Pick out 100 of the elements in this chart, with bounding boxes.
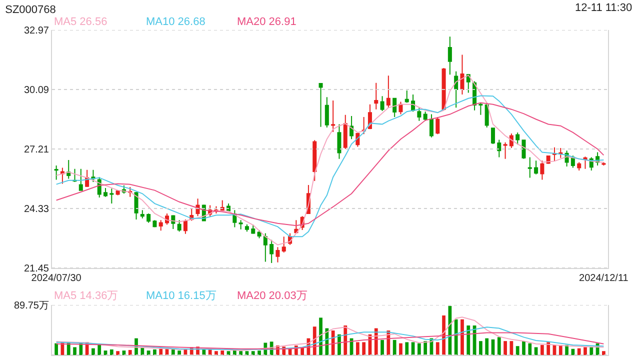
- bar: [577, 348, 581, 355]
- candlestick: [251, 224, 256, 234]
- candlestick: [454, 70, 458, 108]
- candlestick: [540, 160, 544, 180]
- candlestick: [282, 236, 286, 254]
- text: MA5 26.56: [54, 16, 108, 28]
- candlestick: [183, 218, 188, 234]
- bar: [602, 351, 606, 355]
- candlestick: [331, 100, 336, 133]
- bar: [116, 351, 120, 355]
- text: MA20 20.03万: [237, 290, 308, 302]
- candlestick: [522, 139, 526, 160]
- candlestick: [436, 116, 440, 135]
- bar: [485, 338, 489, 355]
- candlestick: [54, 165, 58, 180]
- bar: [460, 319, 464, 355]
- candlestick: [324, 96, 329, 128]
- candlestick: [134, 191, 138, 220]
- text: MA10 16.15万: [146, 290, 216, 302]
- y-tick-label: 21.45: [24, 264, 50, 274]
- candlestick: [158, 220, 163, 232]
- text: MA5 14.36万: [54, 290, 118, 302]
- candlestick: [177, 220, 182, 232]
- bar: [98, 344, 102, 355]
- candlestick: [110, 188, 114, 204]
- bar: [558, 344, 562, 355]
- candlestick: [152, 220, 157, 228]
- candlestick: [392, 97, 397, 118]
- bar: [584, 347, 587, 355]
- candlestick: [423, 111, 428, 122]
- bar: [448, 306, 452, 355]
- candlestick: [66, 159, 71, 180]
- bar: [516, 346, 520, 355]
- candlestick: [146, 212, 151, 224]
- bar: [73, 347, 76, 355]
- bar: [300, 348, 304, 355]
- candlestick: [417, 107, 422, 122]
- candlestick: [60, 167, 64, 184]
- bar: [79, 343, 83, 355]
- candlestick: [577, 162, 582, 171]
- candlestick: [238, 220, 243, 230]
- bar: [405, 342, 409, 355]
- bar: [392, 340, 396, 355]
- y-tick-label: 32.97: [24, 26, 50, 36]
- candlestick: [350, 115, 354, 140]
- bar: [159, 348, 163, 355]
- candlestick: [484, 102, 489, 128]
- candlestick: [497, 139, 502, 158]
- candlestick: [516, 132, 520, 146]
- candlestick: [140, 210, 144, 219]
- candlestick: [442, 68, 446, 111]
- x-tick-label: 2024/12/11: [579, 273, 629, 284]
- candlestick: [220, 200, 224, 212]
- candlestick: [78, 168, 83, 191]
- bar: [239, 351, 243, 355]
- candlestick: [398, 101, 403, 115]
- candlestick: [460, 54, 464, 95]
- bar: [153, 349, 156, 355]
- candlestick: [196, 198, 200, 217]
- bar: [590, 347, 594, 355]
- candlestick: [552, 146, 556, 162]
- candlestick: [104, 188, 108, 198]
- candlestick: [558, 147, 563, 158]
- y-tick-label: 30.09: [24, 85, 50, 96]
- candlestick: [429, 114, 434, 138]
- bar: [110, 349, 114, 355]
- candlestick: [312, 140, 317, 182]
- candlestick: [343, 114, 348, 150]
- bar: [178, 350, 182, 355]
- bar: [540, 344, 544, 355]
- bar: [534, 347, 538, 355]
- text: MA10 26.68: [146, 16, 206, 28]
- candlestick: [528, 156, 532, 178]
- bar: [319, 318, 322, 355]
- candlestick: [448, 36, 452, 76]
- candlestick: [404, 90, 409, 104]
- bar: [258, 350, 261, 355]
- bar: [92, 348, 95, 355]
- bar: [146, 350, 150, 355]
- bar: [220, 350, 224, 355]
- candlestick: [337, 124, 342, 160]
- bar: [214, 351, 218, 355]
- candlestick: [374, 82, 378, 110]
- bar: [424, 341, 428, 355]
- candlestick: [294, 220, 298, 234]
- bar: [338, 334, 341, 355]
- candlestick: [534, 160, 538, 175]
- bar: [140, 348, 144, 355]
- candlestick: [171, 214, 176, 230]
- x-tick-label: 2024/07/30: [31, 273, 82, 284]
- candlestick: [244, 224, 249, 232]
- candlestick: [503, 142, 508, 160]
- text: MA20 26.91: [237, 16, 296, 28]
- bar: [478, 341, 482, 355]
- bar: [362, 342, 366, 355]
- bar: [54, 343, 58, 355]
- bar: [417, 343, 421, 355]
- bar: [399, 343, 402, 355]
- bar: [522, 341, 526, 355]
- candlestick: [386, 75, 390, 108]
